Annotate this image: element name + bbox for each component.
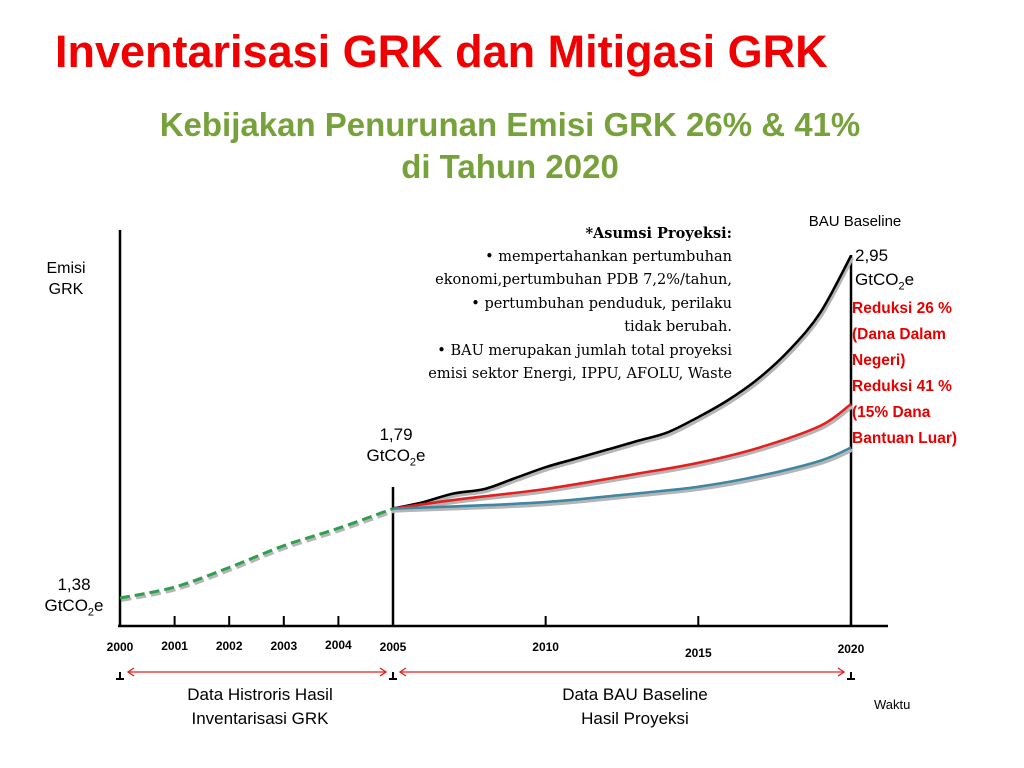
unit-2005: GtCO2e xyxy=(366,446,426,469)
page-title: Inventarisasi GRK dan Mitigasi GRK xyxy=(55,26,828,77)
x-ticks xyxy=(119,616,852,626)
x-tick-label-2010: 2010 xyxy=(532,640,559,654)
arrow-head-left-1 xyxy=(126,667,135,677)
reduction-notes: Reduksi 26 % (Dana Dalam Negeri) Reduksi… xyxy=(852,296,957,452)
assumptions-box: *Asumsi Proyeksi: • mempertahankan pertu… xyxy=(300,222,732,387)
x-tick-label-2001: 2001 xyxy=(161,639,188,653)
caption-historical: Data Histroris Hasil Inventarisasi GRK xyxy=(140,683,380,731)
reduction-41-line-1: Reduksi 41 % xyxy=(852,378,952,395)
arrow-head-left-2 xyxy=(398,667,407,677)
series-historical-line xyxy=(119,507,394,600)
value-2000: 1,38 xyxy=(57,575,91,594)
x-axis-label: Waktu xyxy=(874,697,911,712)
subtitle-line-2: di Tahun 2020 xyxy=(401,148,619,185)
reduction-26-line-2: (Dana Dalam xyxy=(852,326,946,343)
label-2005-value: 1,79 GtCO2e xyxy=(346,424,446,473)
assumption-line: • mempertahankan pertumbuhan xyxy=(485,248,732,265)
x-tick-label-2003: 2003 xyxy=(270,639,298,653)
arrow-head-right-1 xyxy=(379,667,388,677)
caption-projection-line-2: Hasil Proyeksi xyxy=(581,709,689,728)
y-axis-label-line-2: GRK xyxy=(48,281,84,298)
caption-projection: Data BAU Baseline Hasil Proyeksi xyxy=(505,683,765,731)
y-axis-label: Emisi GRK xyxy=(36,258,96,300)
x-tick-label-2020: 2020 xyxy=(837,642,865,656)
assumption-line: tidak berubah. xyxy=(624,319,732,335)
series-reduction-41-line xyxy=(392,446,852,510)
label-2020-value: 2,95 GtCO2e xyxy=(855,244,914,298)
reduction-26-line-1: Reduksi 26 % xyxy=(852,300,952,317)
label-2000-value: 1,38 GtCO2e xyxy=(24,574,124,623)
series-bau-line-shadow xyxy=(394,257,854,513)
bau-baseline-label: BAU Baseline xyxy=(808,213,902,230)
caption-projection-line-1: Data BAU Baseline xyxy=(562,685,708,704)
series-reduction-41-line-shadow xyxy=(394,448,854,513)
assumption-line: • pertumbuhan penduduk, perilaku xyxy=(471,295,732,312)
series-reduction-26-line xyxy=(392,402,852,510)
arrow-head-right-2 xyxy=(837,667,846,677)
x-tick-label-2004: 2004 xyxy=(325,638,352,652)
x-tick-label-2015: 2015 xyxy=(684,646,712,660)
series-layer xyxy=(119,255,854,602)
assumption-line: emisi sektor Energi, IPPU, AFOLU, Waste xyxy=(428,366,732,382)
x-tick-label-2002: 2002 xyxy=(215,639,243,653)
reduction-41-line-2: (15% Dana xyxy=(852,404,931,421)
unit-2020: GtCO2e xyxy=(855,270,915,293)
reduction-26-line-3: Negeri) xyxy=(852,352,906,369)
range-arrows xyxy=(116,667,855,680)
assumptions-heading: *Asumsi Proyeksi: xyxy=(585,225,732,242)
value-2020: 2,95 xyxy=(855,246,889,265)
y-axis-label-line-1: Emisi xyxy=(46,260,86,277)
caption-historical-line-2: Inventarisasi GRK xyxy=(191,709,329,728)
value-2005: 1,79 xyxy=(379,425,413,444)
unit-2000: GtCO2e xyxy=(44,596,104,619)
series-historical-line-shadow xyxy=(121,509,396,602)
caption-historical-line-1: Data Histroris Hasil xyxy=(187,685,333,704)
assumption-line: • BAU merupakan jumlah total proyeksi xyxy=(437,342,732,359)
series-reduction-26-line-shadow xyxy=(394,405,854,513)
x-tick-label-2000: 2000 xyxy=(106,640,134,654)
reduction-41-line-3: Bantuan Luar) xyxy=(852,430,958,447)
assumption-line: ekonomi,pertumbuhan PDB 7,2%/tahun, xyxy=(435,272,732,288)
page-subtitle: Kebijakan Penurunan Emisi GRK 26% & 41% … xyxy=(60,104,960,188)
series-bau-line xyxy=(392,255,853,510)
subtitle-line-1: Kebijakan Penurunan Emisi GRK 26% & 41% xyxy=(159,106,861,143)
x-tick-label-2005: 2005 xyxy=(379,640,407,654)
